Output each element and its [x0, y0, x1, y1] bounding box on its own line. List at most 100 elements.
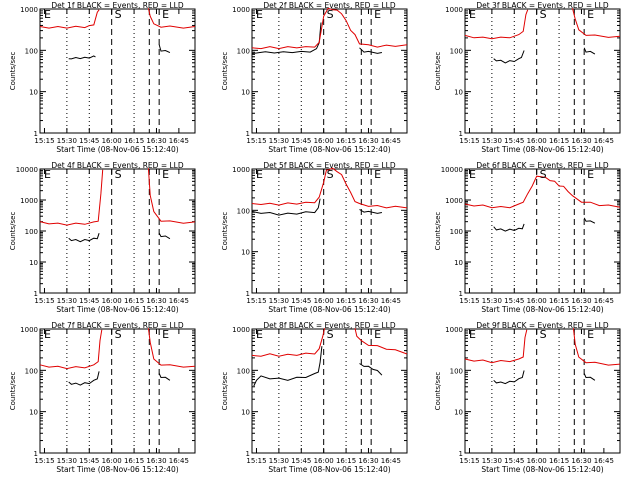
phase-marker-label: S: [327, 168, 334, 181]
x-axis-label: Start Time (08-Nov-06 15:12:40): [268, 465, 390, 474]
x-axis-label: Start Time (08-Nov-06 15:12:40): [56, 145, 178, 154]
x-axis-label: Start Time (08-Nov-06 15:12:40): [56, 305, 178, 314]
x-tick-label: 16:00: [314, 297, 334, 305]
plot-frame: [464, 328, 621, 454]
plot-frame: [39, 328, 196, 454]
x-tick-label: 16:00: [102, 137, 122, 145]
x-tick-label: 16:15: [124, 297, 144, 305]
x-tick-label: 15:15: [246, 297, 266, 305]
series-events-segment: [359, 47, 382, 54]
x-tick-label: 15:30: [269, 297, 289, 305]
x-tick-label: 16:00: [527, 297, 547, 305]
x-tick-label: 15:45: [291, 297, 311, 305]
x-tick-label: 15:45: [79, 297, 99, 305]
phase-marker-label: E: [256, 8, 263, 21]
y-axis-label: Counts/sec: [9, 212, 17, 251]
y-axis-label: Counts/sec: [434, 212, 442, 251]
y-tick-label: 10: [454, 409, 463, 417]
y-tick-label: 10: [241, 89, 250, 97]
series-lld-segment: [39, 169, 104, 226]
panel-title: Det 6f BLACK = Events, RED = LLD: [476, 161, 609, 170]
y-tick-label: 1000: [20, 197, 38, 205]
x-tick-label: 16:30: [358, 457, 378, 465]
x-tick-label: 15:30: [57, 137, 77, 145]
y-tick-label: 1000: [445, 197, 463, 205]
y-tick-label: 1000: [445, 6, 463, 14]
y-tick-label: 1: [459, 130, 463, 138]
series-lld-segment: [39, 329, 103, 370]
series-lld-segment: [147, 168, 196, 224]
phase-marker-label: E: [256, 328, 263, 341]
plot-frame: [251, 168, 408, 294]
y-tick-label: 1000: [232, 166, 250, 174]
x-tick-label: 16:15: [549, 137, 569, 145]
y-tick-label: 100: [237, 47, 250, 55]
phase-marker-label: S: [115, 168, 122, 181]
panel-det-4f: 1 10 100 1000 10000 15:15 15:30 15:45 16:00 16:15…: [9, 161, 196, 314]
y-tick-label: 10: [29, 89, 38, 97]
x-axis-label: Start Time (08-Nov-06 15:12:40): [481, 145, 603, 154]
x-tick-label: 15:30: [57, 457, 77, 465]
y-tick-label: 100: [25, 367, 38, 375]
y-axis-label: Counts/sec: [9, 52, 17, 91]
series-events-segment: [251, 198, 321, 216]
x-axis-label: Start Time (08-Nov-06 15:12:40): [268, 145, 390, 154]
plot-frame: [39, 8, 196, 134]
series-events-segment: [158, 373, 171, 381]
plot-frame: [464, 168, 621, 294]
x-tick-label: 16:45: [594, 457, 614, 465]
series-lld-segment: [354, 328, 408, 355]
y-tick-label: 1: [246, 450, 250, 458]
y-tick-label: 100: [450, 47, 463, 55]
x-tick-label: 15:30: [269, 457, 289, 465]
series-lld-segment: [251, 328, 326, 357]
series-events-segment: [493, 370, 525, 385]
x-tick-label: 16:45: [381, 297, 401, 305]
x-tick-label: 15:45: [79, 137, 99, 145]
x-tick-label: 15:45: [79, 457, 99, 465]
series-lld-segment: [251, 167, 408, 209]
series-events-segment: [493, 50, 525, 64]
panel-det-9f: 1 10 100 1000 15:15 15:30 15:45 16:00 16:15 16:30…: [434, 321, 621, 474]
phase-marker-label: E: [44, 328, 51, 341]
x-tick-label: 15:45: [504, 137, 524, 145]
panel-det-6f: 1 10 100 1000 10000 15:15 15:30 15:45 16:00 16:15…: [434, 161, 621, 314]
phase-marker-label: S: [327, 328, 334, 341]
x-tick-label: 16:45: [381, 457, 401, 465]
phase-marker-label: E: [374, 328, 381, 341]
y-tick-label: 10: [29, 259, 38, 267]
y-axis-label: Counts/sec: [221, 372, 229, 411]
panel-det-2f: 1 10 100 1000 15:15 15:30 15:45 16:00 16:15 16:30…: [221, 1, 408, 154]
panel-title: Det 2f BLACK = Events, RED = LLD: [263, 1, 396, 10]
panel-det-7f: 1 10 100 1000 15:15 15:30 15:45 16:00 16:15 16:30…: [9, 321, 196, 474]
x-tick-label: 16:45: [169, 457, 189, 465]
x-tick-label: 15:30: [269, 137, 289, 145]
x-tick-label: 15:15: [246, 137, 266, 145]
x-tick-label: 16:45: [169, 297, 189, 305]
series-lld-segment: [464, 329, 528, 364]
x-tick-label: 15:45: [291, 137, 311, 145]
x-tick-label: 15:15: [459, 457, 479, 465]
x-tick-label: 16:30: [358, 137, 378, 145]
x-tick-label: 15:15: [34, 297, 54, 305]
x-tick-label: 16:15: [549, 297, 569, 305]
phase-marker-label: E: [469, 168, 476, 181]
y-tick-label: 1000: [20, 326, 38, 334]
plot-frame: [39, 168, 196, 294]
panel-det-5f: 1 10 100 1000 15:15 15:30 15:45 16:00 16:15 16:30…: [221, 161, 408, 314]
panel-title: Det 1f BLACK = Events, RED = LLD: [51, 1, 184, 10]
x-tick-label: 15:30: [482, 137, 502, 145]
x-axis-label: Start Time (08-Nov-06 15:12:40): [268, 305, 390, 314]
x-tick-label: 16:00: [102, 297, 122, 305]
phase-marker-label: E: [469, 8, 476, 21]
series-lld-segment: [464, 9, 529, 40]
y-tick-label: 100: [237, 367, 250, 375]
x-tick-label: 15:15: [459, 137, 479, 145]
x-tick-label: 16:45: [594, 137, 614, 145]
series-events-segment: [359, 363, 383, 376]
y-axis-label: Counts/sec: [434, 372, 442, 411]
phase-marker-label: S: [540, 8, 547, 21]
phase-marker-label: E: [587, 8, 594, 21]
plot-frame: [251, 8, 408, 134]
